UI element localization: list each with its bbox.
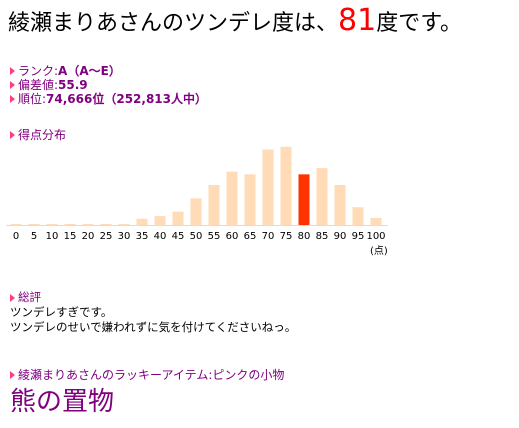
arrow-right-icon (10, 293, 15, 302)
review-heading: 総評 (10, 290, 296, 305)
chart-tick-label: 50 (190, 231, 203, 242)
chart-bar-75 (280, 146, 292, 225)
chart-tick-label: 5 (31, 231, 37, 242)
chart-bar-25 (100, 224, 112, 225)
chart-tick-label: 10 (46, 231, 59, 242)
chart-tick-label: 80 (298, 231, 311, 242)
result-headline: 綾瀬まりあさんのツンデレ度は、81度です。 (8, 4, 518, 41)
deviation-label: 偏差値: (18, 78, 59, 92)
chart-tick-label: 45 (172, 231, 185, 242)
chart-bar-100 (370, 217, 382, 225)
chart-bar-95 (352, 207, 364, 225)
deviation-row: 偏差値: 55.9 (10, 78, 207, 92)
distribution-heading: 得点分布 (10, 128, 66, 142)
arrow-right-icon (10, 81, 15, 89)
chart-bar-50 (190, 198, 202, 225)
chart-bar-20 (82, 224, 94, 225)
chart-bar-0 (10, 224, 22, 225)
chart-tick-label: 90 (334, 231, 347, 242)
headline-text: のツンデレ度は、 (162, 11, 339, 36)
chart-bar-65 (244, 174, 256, 225)
position-label: 順位: (18, 92, 47, 106)
chart-tick-label: 0 (13, 231, 19, 242)
distribution-title: 得点分布 (18, 128, 67, 142)
chart-bar-35 (136, 218, 148, 225)
chart-bar-90 (334, 185, 346, 225)
user-name: 綾瀬まりあさん (8, 11, 163, 36)
chart-bar-15 (64, 224, 76, 225)
arrow-right-icon (10, 371, 15, 379)
headline-suffix: 度です。 (376, 11, 463, 36)
review-line-2: ツンデレのせいで嫌われずに気を付けてくださいねっ。 (10, 320, 297, 334)
arrow-right-icon (10, 95, 15, 103)
chart-tick-label: 85 (316, 231, 329, 242)
chart-bar-30 (118, 224, 130, 225)
lucky-label: 綾瀬まりあさんのラッキーアイテム:ピンクの小物 (18, 368, 285, 382)
chart-tick-label: 20 (82, 231, 95, 242)
chart-tick-label: 70 (262, 231, 275, 242)
stats-block: ランク: A（A〜E） 偏差値: 55.9 順位: 74,666位（252,81… (10, 64, 207, 106)
arrow-right-icon (10, 131, 15, 139)
chart-tick-label: 95 (352, 231, 365, 242)
chart-tick-label: 25 (100, 231, 113, 242)
review-line-1: ツンデレすぎです。 (10, 305, 113, 319)
chart-tick-label: 40 (154, 231, 167, 242)
chart-bar-60 (226, 171, 238, 225)
chart-bar-5 (28, 224, 40, 225)
review-title: 総評 (18, 290, 41, 304)
chart-unit-label: (点) (370, 245, 388, 257)
chart-tick-label: 35 (136, 231, 149, 242)
chart-bar-45 (172, 211, 184, 225)
lucky-heading: 綾瀬まりあさんのラッキーアイテム:ピンクの小物 (10, 368, 284, 382)
chart-tick-label: 100 (366, 231, 385, 242)
chart-bar-10 (46, 224, 58, 225)
chart-bar-55 (208, 185, 220, 225)
review-block: 総評 ツンデレすぎです。 ツンデレのせいで嫌われずに気を付けてくださいねっ。 (10, 290, 296, 335)
chart-bar-85 (316, 168, 328, 225)
chart-tick-label: 15 (64, 231, 77, 242)
rank-value: A（A〜E） (58, 64, 121, 78)
rank-row: ランク: A（A〜E） (10, 64, 207, 78)
rank-label: ランク: (18, 64, 59, 78)
chart-tick-label: 30 (118, 231, 131, 242)
arrow-right-icon (10, 67, 15, 75)
chart-bar-80 (298, 174, 310, 225)
chart-tick-label: 75 (280, 231, 293, 242)
lucky-item: 熊の置物 (10, 387, 115, 417)
chart-tick-label: 55 (208, 231, 221, 242)
position-value: 74,666位（252,813人中） (46, 92, 208, 106)
position-row: 順位: 74,666位（252,813人中） (10, 92, 207, 106)
chart-tick-label: 60 (226, 231, 239, 242)
score-distribution-chart: 0 5 10 15 20 25 30 35 40 45 50 55 60 65 70 75 80 85 90 95 10… (6, 146, 388, 257)
chart-tick-label: 65 (244, 231, 257, 242)
chart-bar-70 (262, 149, 274, 225)
deviation-value: 55.9 (58, 78, 88, 92)
score-value: 81 (338, 3, 377, 38)
chart-bar-40 (154, 216, 166, 225)
